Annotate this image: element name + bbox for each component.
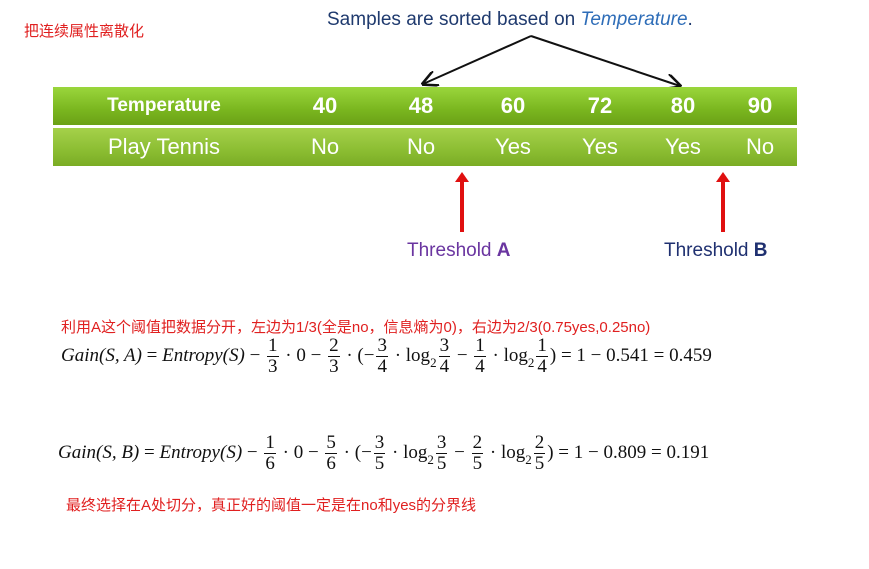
- caption-emphasis: Temperature: [580, 9, 688, 30]
- threshold-a-arrow: [455, 172, 469, 232]
- caption-suffix: .: [687, 9, 693, 30]
- temp-cell: 90: [747, 93, 773, 118]
- play-tennis-row: Play Tennis No No Yes Yes Yes No: [53, 128, 797, 166]
- play-cell: No: [310, 134, 340, 159]
- play-cell: Yes: [582, 134, 618, 159]
- play-cell: Yes: [495, 134, 531, 159]
- play-cell: No: [745, 134, 775, 159]
- arrow-right: [530, 35, 680, 86]
- note-threshold-a: 利用A这个阈值把数据分开，左边为1/3(全是no，信息熵为0)，右边为2/3(0…: [61, 319, 651, 336]
- play-tennis-label: Play Tennis: [107, 134, 221, 159]
- note-conclusion: 最终选择在A处切分，真正好的阈值一定是在no和yes的分界线: [66, 497, 477, 514]
- row-divider: [53, 125, 797, 128]
- temp-cell: 40: [312, 93, 338, 118]
- temperature-row: Temperature 40 48 60 72 80 90: [53, 87, 797, 125]
- temp-cell: 80: [670, 93, 696, 118]
- sorted-caption: Samples are sorted based on Temperature.: [327, 9, 693, 31]
- play-cell: Yes: [665, 134, 701, 159]
- threshold-a-label: Threshold A: [407, 240, 511, 261]
- arrow-left: [423, 35, 532, 84]
- data-table: Temperature 40 48 60 72 80 90 Play Tenni…: [53, 87, 797, 167]
- temp-cell: 72: [587, 93, 613, 118]
- temperature-label: Temperature: [107, 95, 221, 116]
- temp-cell: 48: [408, 93, 434, 118]
- threshold-b-arrow: [716, 172, 730, 232]
- play-cell: No: [406, 134, 436, 159]
- slide-title: 把连续属性离散化: [24, 23, 145, 40]
- temp-cell: 60: [500, 93, 526, 118]
- caption-prefix: Samples are sorted based on: [327, 9, 581, 30]
- threshold-b-label: Threshold B: [664, 240, 768, 261]
